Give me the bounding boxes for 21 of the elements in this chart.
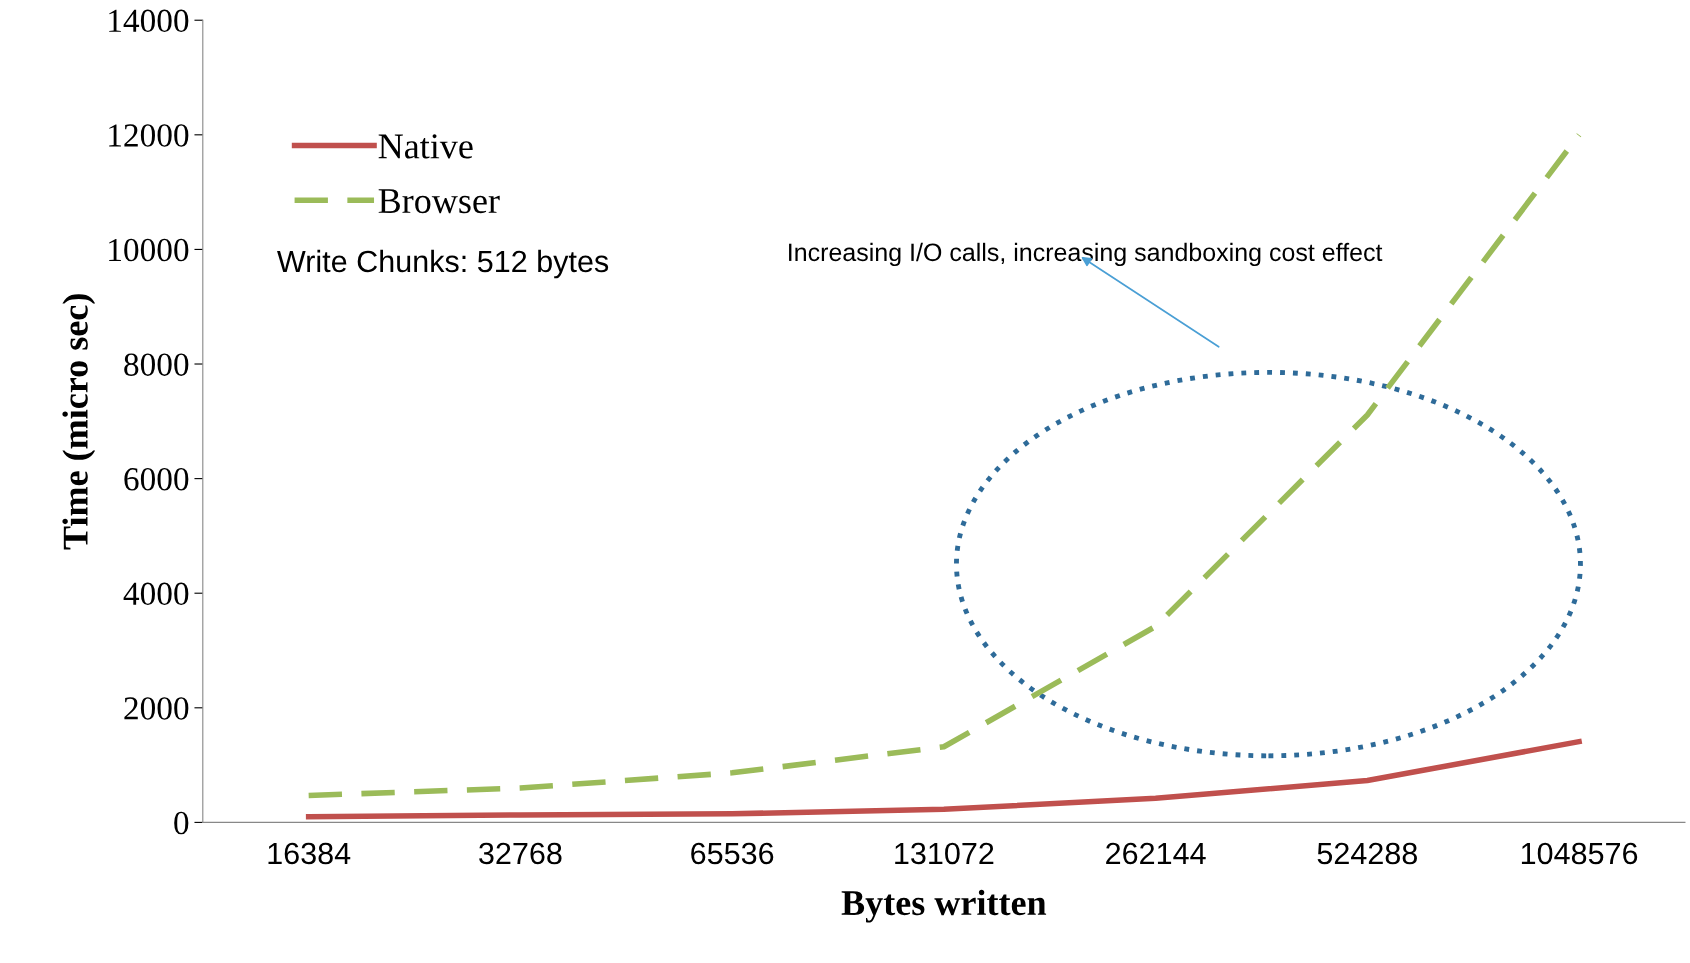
x-tick-label: 1048576 bbox=[1521, 842, 1638, 865]
legend-label: Native bbox=[378, 134, 473, 159]
x-tick-label: 131072 bbox=[895, 842, 994, 865]
y-tick-label: 0 bbox=[174, 811, 189, 835]
legend-label: Browser bbox=[378, 189, 500, 214]
annotation: Write Chunks: 512 bytes bbox=[277, 249, 609, 279]
x-tick-label: 32768 bbox=[479, 842, 562, 865]
y-tick-label: 12000 bbox=[109, 124, 189, 147]
y-tick-label: 8000 bbox=[124, 353, 189, 376]
annotation: Increasing I/O calls, increasing sandboxing cost effect bbox=[789, 242, 1383, 267]
x-tick-label: 524288 bbox=[1317, 842, 1417, 865]
y-tick-label: 14000 bbox=[109, 9, 189, 33]
x-tick-label: 16384 bbox=[268, 842, 351, 865]
y-tick-label: 6000 bbox=[124, 468, 189, 491]
x-axis-title: Bytes written bbox=[841, 889, 1047, 923]
x-tick-label: 65536 bbox=[691, 842, 774, 865]
y-tick-label: 4000 bbox=[123, 582, 189, 606]
y-axis-title: Time (micro sec) bbox=[62, 294, 96, 550]
x-tick-label: 262144 bbox=[1106, 842, 1206, 865]
y-tick-label: 10000 bbox=[109, 238, 189, 262]
y-tick-label: 2000 bbox=[124, 697, 189, 720]
